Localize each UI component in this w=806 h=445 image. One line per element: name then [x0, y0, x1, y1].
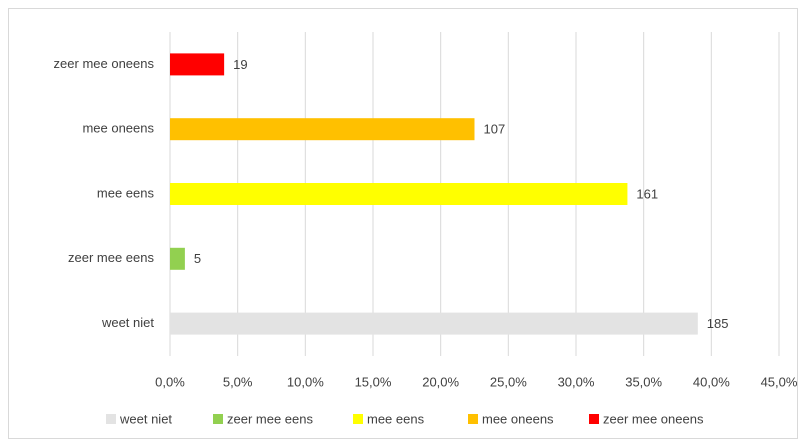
- legend-swatch: [213, 414, 223, 424]
- value-label: 107: [484, 122, 506, 137]
- legend-label: zeer mee oneens: [603, 411, 704, 426]
- legend-label: weet niet: [119, 411, 172, 426]
- bar: [170, 312, 698, 335]
- y-tick-label: zeer mee oneens: [54, 56, 155, 71]
- y-tick-label: mee eens: [97, 185, 155, 200]
- x-tick-label: 0,0%: [155, 374, 185, 389]
- legend-swatch: [468, 414, 478, 424]
- bar: [170, 183, 628, 205]
- bar: [170, 53, 225, 76]
- x-tick-label: 30,0%: [558, 374, 595, 389]
- legend-label: zeer mee eens: [227, 411, 313, 426]
- x-tick-label: 5,0%: [223, 374, 253, 389]
- x-tick-label: 20,0%: [422, 374, 459, 389]
- value-label: 185: [707, 316, 729, 331]
- bar: [170, 118, 475, 141]
- y-tick-label: zeer mee eens: [68, 250, 154, 265]
- x-tick-label: 45,0%: [761, 374, 798, 389]
- x-tick-label: 40,0%: [693, 374, 730, 389]
- x-tick-label: 25,0%: [490, 374, 527, 389]
- legend-label: mee eens: [367, 411, 425, 426]
- legend-swatch: [589, 414, 599, 424]
- value-label: 161: [636, 186, 658, 201]
- value-label: 19: [233, 57, 247, 72]
- legend-label: mee oneens: [482, 411, 554, 426]
- bar: [170, 247, 185, 270]
- y-tick-label: mee oneens: [82, 121, 154, 136]
- x-tick-label: 10,0%: [287, 374, 324, 389]
- value-label: 5: [194, 251, 201, 266]
- x-tick-label: 15,0%: [355, 374, 392, 389]
- y-tick-label: weet niet: [101, 315, 154, 330]
- chart-border: [8, 8, 798, 439]
- legend-swatch: [353, 414, 363, 424]
- x-tick-label: 35,0%: [625, 374, 662, 389]
- legend-swatch: [106, 414, 116, 424]
